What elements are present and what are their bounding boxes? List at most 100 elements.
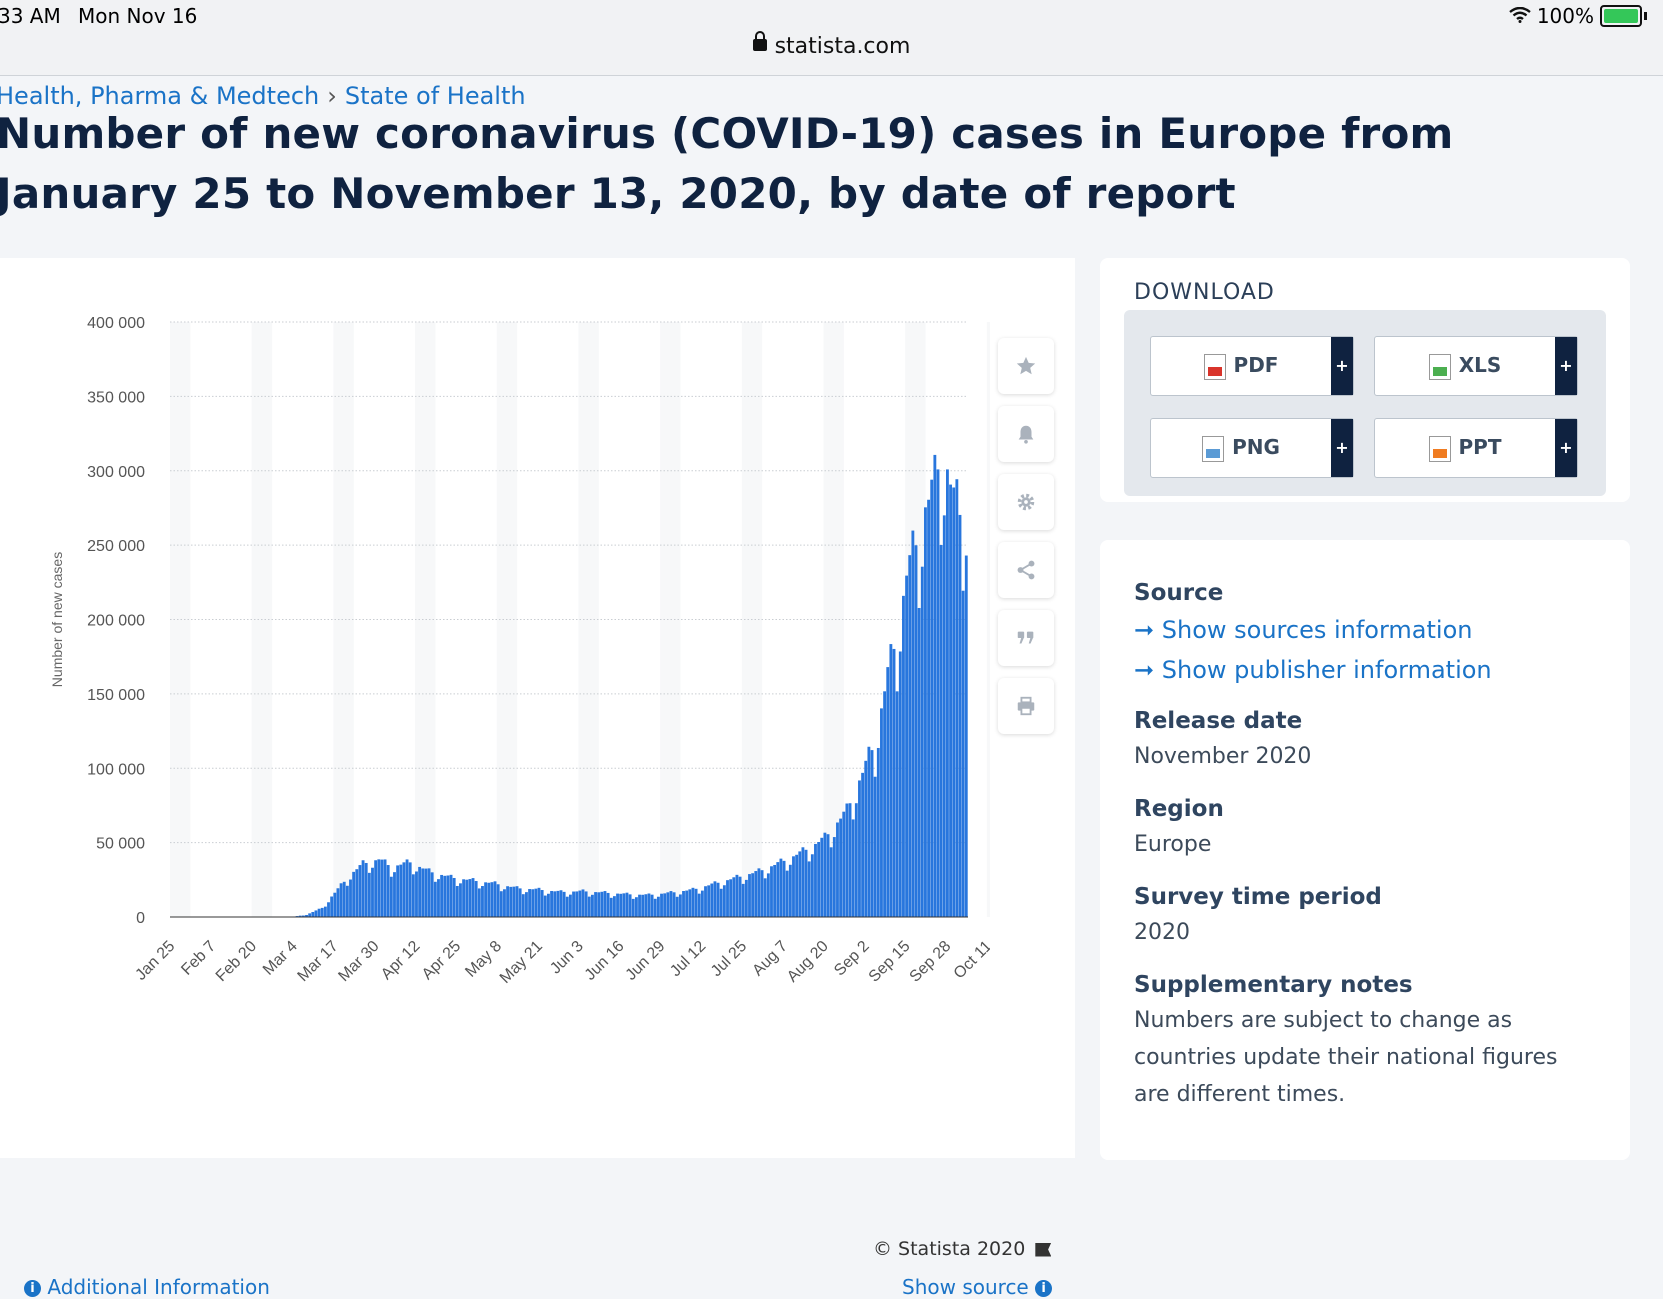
xls-label: XLS [1458,353,1502,377]
bar [430,872,434,917]
bar [883,691,887,917]
bar [572,891,575,917]
info-icon: i [1035,1280,1053,1297]
bar [590,894,594,917]
bar [911,530,915,917]
additional-information-label: Additional Information [47,1275,270,1299]
bar [481,886,484,917]
region-label: Region [1134,796,1224,822]
x-tick-label: Jul 25 [708,938,750,980]
download-pdf-button[interactable]: PDF + [1150,336,1354,396]
x-tick-label: Apr 25 [419,938,464,983]
bar [512,886,516,917]
additional-information-link[interactable]: i Additional Information [24,1275,270,1299]
bar [801,847,805,917]
show-source-link[interactable]: Show source i [902,1275,1053,1299]
bar [569,894,572,917]
x-tick-label: Apr 12 [378,938,423,983]
bar [597,892,601,917]
gear-icon [1017,493,1035,511]
bar [474,881,478,917]
bar [788,864,792,917]
bar [946,469,949,917]
print-button[interactable] [998,678,1054,734]
bar [509,886,513,917]
bar [631,898,635,917]
bar [471,878,475,917]
bar [531,889,535,917]
bar [323,906,327,917]
cite-button[interactable] [998,610,1054,666]
bar [785,870,789,917]
favorite-button[interactable] [998,338,1054,394]
bar [449,874,453,917]
bar [845,803,849,917]
bar [455,885,459,917]
bar [927,499,930,917]
bar [836,822,839,917]
url-text: statista.com [774,34,911,59]
status-date: Mon Nov 16 [78,4,198,28]
url-bar[interactable]: statista.com [0,31,1663,59]
x-tick-label: Aug 20 [784,938,832,986]
bar [540,890,544,917]
bar [823,832,827,917]
png-plus[interactable]: + [1331,419,1353,477]
y-tick-label: 200 000 [87,613,145,630]
bar [810,854,814,917]
download-png-button[interactable]: PNG + [1150,418,1354,478]
png-file-icon [1202,435,1225,462]
bar [386,865,390,917]
bar [672,892,676,917]
bar [525,892,528,917]
bar [757,868,761,917]
bar [330,896,334,917]
bar [936,469,940,917]
bar [518,888,522,917]
bar [792,856,795,917]
breadcrumb-item-state-of-health[interactable]: State of Health [344,82,526,110]
y-axis-label: Number of new cases [49,552,65,687]
bar [468,879,472,917]
bar [892,648,896,917]
bar [405,859,409,917]
share-button[interactable] [998,542,1054,598]
breadcrumb-separator: › [327,82,337,110]
status-time: 33 AM [0,4,61,28]
x-tick-label: Mar 17 [295,938,342,985]
bar [776,862,780,917]
show-source-label: Show source [902,1275,1029,1299]
bar [537,887,541,917]
settings-button[interactable] [998,474,1054,530]
download-xls-button[interactable]: XLS + [1374,336,1578,396]
pdf-plus[interactable]: + [1331,337,1353,395]
bar [949,484,952,917]
show-publisher-link[interactable]: ➞ Show publisher information [1134,656,1492,684]
bar [858,780,861,917]
bar [603,891,607,917]
flag-icon[interactable] [1035,1242,1052,1257]
chart-band [578,322,599,917]
bar [503,889,506,917]
xls-file-icon [1428,353,1451,380]
bar [465,879,469,917]
bar [688,889,692,917]
notification-button[interactable] [998,406,1054,462]
bar [402,862,406,917]
bar [336,888,340,917]
download-ppt-button[interactable]: PPT + [1374,418,1578,478]
bar [298,915,302,917]
xls-plus[interactable]: + [1555,337,1577,395]
breadcrumb-item-health[interactable]: Health, Pharma & Medtech [0,82,320,110]
bar [958,514,962,917]
bar [433,881,437,917]
bar [895,691,899,917]
bar [421,868,425,917]
show-sources-label: Show sources information [1161,616,1473,644]
info-icon: i [24,1280,41,1297]
quote-icon [1017,631,1034,644]
show-sources-link[interactable]: ➞ Show sources information [1134,616,1472,644]
bar [905,575,909,917]
statistic-details-card: Source ➞ Show sources information ➞ Show… [1100,540,1630,1160]
ppt-plus[interactable]: + [1555,419,1577,477]
